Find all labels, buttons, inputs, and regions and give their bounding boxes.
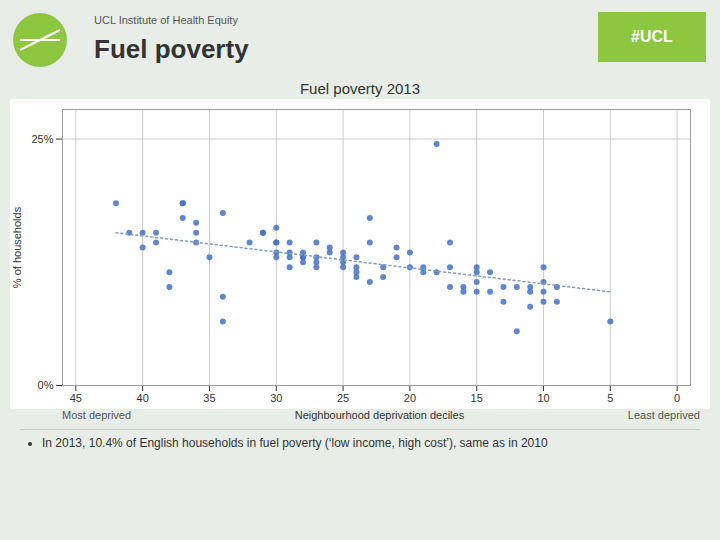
svg-text:0: 0: [674, 392, 680, 404]
svg-text:15: 15: [471, 392, 483, 404]
svg-text:45: 45: [70, 392, 82, 404]
svg-text:30: 30: [270, 392, 282, 404]
html-text:In 2013, 10.4% of English hous: In 2013, 10.4% of English households in …: [42, 436, 548, 450]
html-text:#UCL: #UCL: [631, 28, 673, 45]
html-text:UCL Institute of Health Equity: UCL Institute of Health Equity: [94, 14, 238, 26]
svg-text:40: 40: [137, 392, 149, 404]
svg-text:25: 25: [337, 392, 349, 404]
html-text:Neighbourhood deprivation deci: Neighbourhood deprivation deciles: [294, 409, 465, 421]
svg-text:5: 5: [607, 392, 613, 404]
html-text:Most deprived: Most deprived: [62, 409, 132, 421]
svg-text:% of households: % of households: [11, 206, 23, 288]
svg-text:0%: 0%: [38, 379, 54, 391]
svg-text:35: 35: [203, 392, 215, 404]
html-text:Least deprived: Least deprived: [627, 409, 700, 421]
html-text:Fuel poverty: Fuel poverty: [94, 34, 249, 64]
svg-text:25%: 25%: [31, 133, 53, 145]
html-text:Fuel poverty 2013: Fuel poverty 2013: [300, 80, 420, 97]
svg-text:20: 20: [404, 392, 416, 404]
svg-text:10: 10: [537, 392, 549, 404]
